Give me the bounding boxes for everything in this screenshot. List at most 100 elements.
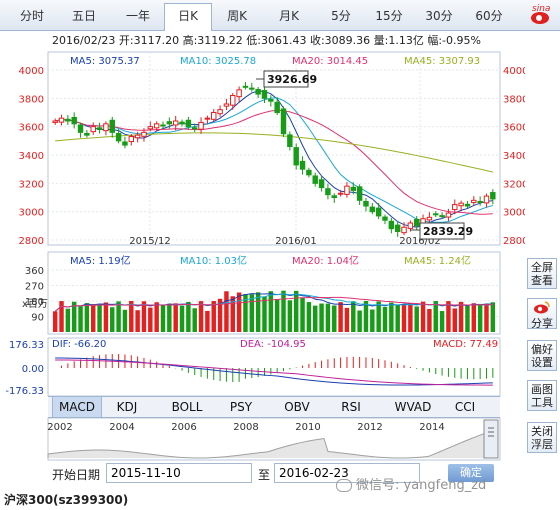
close-overlay-button[interactable]: 关闭 浮层 (527, 422, 557, 453)
volume-bar (65, 308, 71, 332)
tab-intraday[interactable]: 分时 (19, 9, 44, 23)
candle-body (287, 134, 293, 147)
candle-body (147, 126, 154, 130)
candle-body (255, 89, 261, 95)
timeline-year: 2002 (47, 422, 72, 433)
tab-monthly-k[interactable]: 月K (279, 9, 299, 23)
tab-one-year[interactable]: 一年 (125, 9, 150, 23)
price-y-tick-right: 3800 (503, 94, 525, 105)
date-range-bar: 开始日期 至 确定 (48, 462, 560, 486)
volume-bar (173, 303, 178, 332)
price-y-tick-right: 4000 (503, 66, 525, 77)
volume-bar (408, 302, 413, 332)
volume-bar (452, 308, 457, 332)
macd-y-tick: 0.00 (22, 364, 44, 375)
indicator-tab-cci[interactable]: CCI (454, 400, 476, 414)
macd-panel-frame (47, 337, 501, 397)
timeline-year: 2006 (171, 422, 196, 433)
candle-body (160, 124, 166, 127)
volume-bar (52, 311, 58, 332)
volume-bar (230, 296, 235, 332)
volume-bar (274, 299, 280, 332)
ma20-line (55, 109, 493, 215)
confirm-button[interactable]: 确定 (448, 464, 494, 482)
volume-bar (433, 301, 438, 332)
candle-body (109, 119, 115, 133)
price-ma10-label: MA10: 3025.78 (180, 56, 256, 67)
candle-body (122, 141, 128, 146)
candle-body (71, 116, 77, 125)
volume-bar (103, 302, 109, 332)
volume-bar (427, 308, 432, 332)
macd-y-tick: -176.33 (5, 386, 44, 397)
tab-60min[interactable]: 60分 (475, 9, 503, 23)
tab-weekly-k[interactable]: 周K (227, 9, 247, 23)
candle-body (477, 200, 483, 203)
price-y-tick-right: 3000 (503, 208, 525, 219)
candle-body (90, 126, 96, 133)
fullscreen-button[interactable]: 全屏 查看 (527, 258, 557, 289)
candle-body (223, 103, 230, 107)
indicator-tab-psy[interactable]: PSY (229, 400, 253, 414)
volume-bar (71, 301, 77, 332)
preferences-button[interactable]: 偏好 设置 (527, 340, 557, 371)
volume-bar (446, 301, 451, 332)
indicator-tab-macd[interactable]: MACD (52, 397, 102, 417)
volume-bar (382, 306, 388, 332)
tab-5min[interactable]: 5分 (331, 9, 351, 23)
high-callout: 3926.69 (256, 70, 317, 88)
macd-value-label: MACD: 77.49 (433, 339, 498, 350)
volume-bar (306, 302, 312, 332)
volume-bar (167, 303, 172, 332)
price-y-tick-right: 3400 (503, 151, 525, 162)
price-ma5-label: MA5: 3075.37 (70, 56, 140, 67)
date-separator: 至 (258, 468, 271, 482)
timeline-year-labels: 2002 2004 2006 2008 2010 2012 2014 (47, 422, 444, 433)
indicator-tab-wvad[interactable]: WVAD (394, 400, 432, 414)
candle-body (249, 87, 255, 90)
indicator-tab-boll[interactable]: BOLL (171, 400, 203, 414)
low-callout-text: 2839.29 (423, 225, 473, 238)
candle-body (375, 207, 382, 217)
indicator-tab-kdj[interactable]: KDJ (116, 400, 138, 414)
volume-bar (490, 302, 496, 332)
candle-body (306, 169, 312, 176)
tab-five-day[interactable]: 五日 (71, 9, 96, 23)
candle-body (458, 202, 464, 207)
volume-bar (313, 305, 318, 332)
candle-body (312, 175, 318, 184)
drawing-tools-button[interactable]: 画图 工具 (527, 380, 557, 411)
candle-body (268, 98, 274, 102)
timeline-year: 2014 (419, 422, 444, 433)
share-button[interactable]: 分享 (527, 298, 557, 330)
volume-bar (370, 309, 375, 332)
tab-30min[interactable]: 30分 (425, 9, 453, 23)
end-date-input[interactable] (274, 463, 420, 483)
start-date-input[interactable] (106, 463, 252, 483)
timeline-scroll-handle[interactable] (483, 419, 499, 459)
volume-bar (363, 301, 369, 332)
fullscreen-line2: 查看 (531, 274, 553, 287)
indicator-tab-obv[interactable]: OBV (284, 400, 310, 414)
volume-bar (351, 301, 356, 332)
indicator-tab-rsi[interactable]: RSI (341, 400, 361, 414)
volume-bar (287, 300, 293, 332)
volume-bar (236, 292, 242, 332)
candle-body (236, 89, 242, 98)
drawing-tools-line1: 画图 (531, 383, 553, 396)
volume-bar (477, 303, 483, 332)
candle-body (166, 121, 173, 125)
volume-ma20-label: MA20: 1.04亿 (292, 254, 359, 267)
tab-daily-k[interactable]: 日K (164, 3, 212, 31)
volume-bar (376, 301, 381, 332)
candle-body (128, 136, 135, 143)
volume-bar (116, 301, 121, 332)
volume-bar (414, 306, 419, 332)
price-y-tick-left: 3000 (19, 208, 44, 219)
volume-bar (484, 305, 489, 332)
volume-y-tick: 270 (25, 282, 44, 293)
candle-body (426, 216, 433, 221)
close-overlay-line1: 关闭 (531, 425, 553, 438)
tab-15min[interactable]: 15分 (375, 9, 403, 23)
candle-body (204, 117, 211, 120)
